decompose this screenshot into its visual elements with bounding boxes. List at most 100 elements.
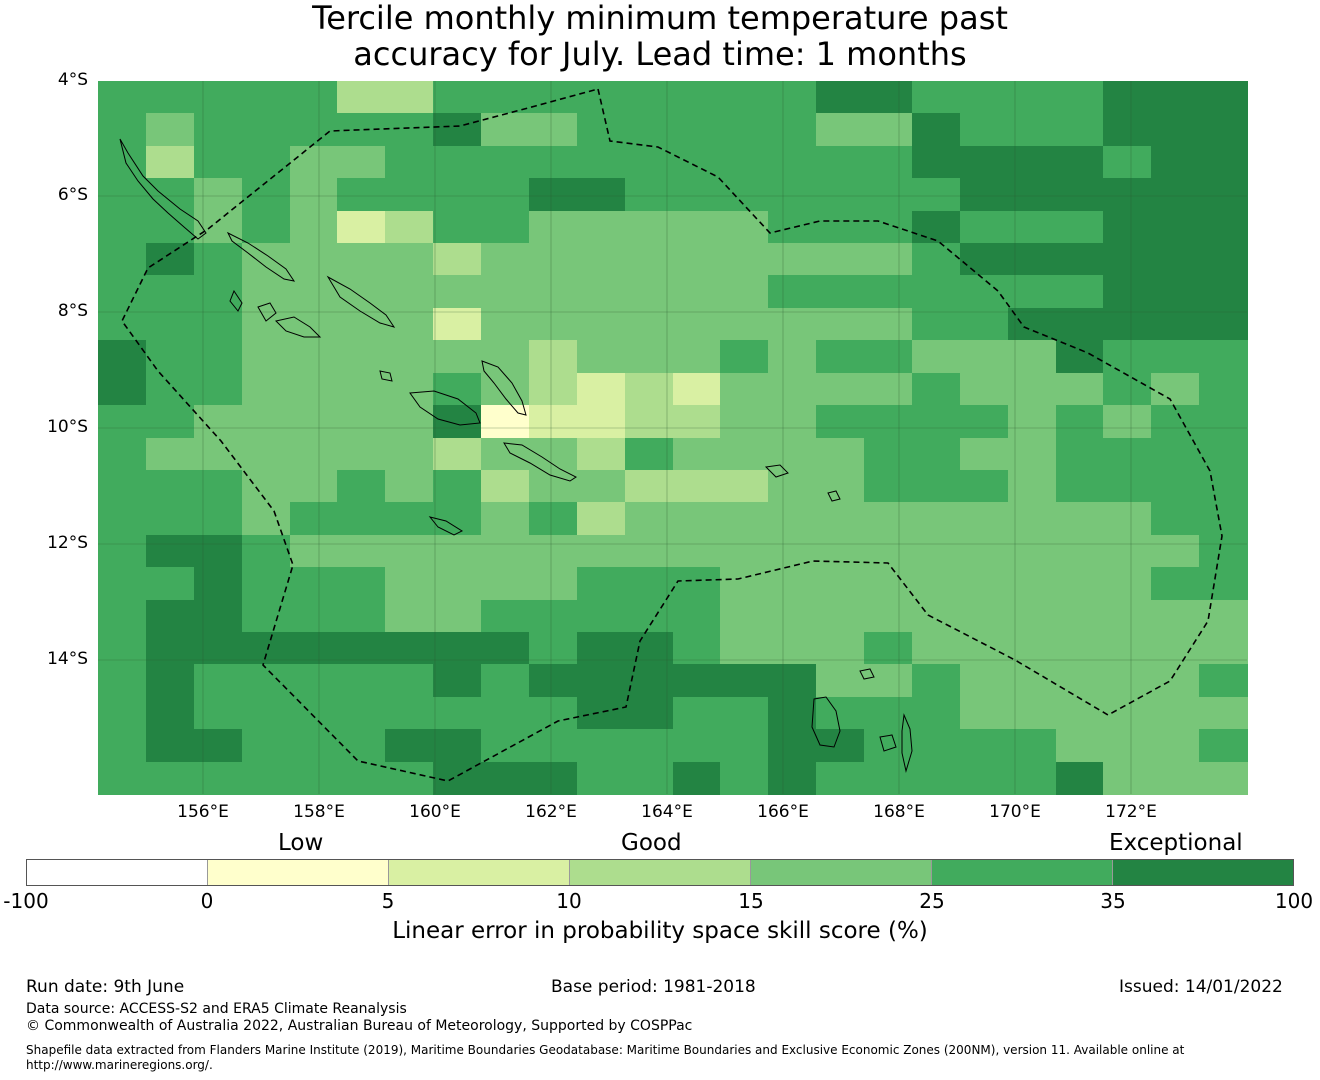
grid-cell [433,696,482,730]
grid-cell [241,340,291,374]
grid-cell [1055,469,1104,503]
grid-cell [1007,405,1057,439]
grid-cell [98,729,147,763]
grid-cell [289,372,338,406]
grid-cell [672,210,721,244]
grid-cell [481,729,530,763]
grid-cell [720,340,769,374]
grid-cell [959,372,1009,406]
grid-cell [576,469,626,503]
grid-cell [672,567,721,601]
grid-cell [193,145,243,179]
grid-cell [98,275,147,309]
lat-label-6s: 6°S [57,185,88,205]
grid-cell [1151,664,1200,698]
grid-cell [911,81,961,114]
coast-russell [379,370,393,382]
grid-cell [193,729,243,763]
grid-cell [768,145,817,179]
grid-cell [1151,307,1200,341]
grid-cell [672,340,721,374]
grid-cell [385,113,434,147]
grid-cell [289,81,338,114]
grid-cell [145,275,195,309]
grid-cell [145,81,195,114]
legend-category-exceptional: Exceptional [1109,830,1243,856]
grid-cell [1199,243,1248,277]
grid-cell [672,664,721,698]
grid-cell [289,178,338,212]
grid-cell [337,729,386,763]
grid-cell [98,210,147,244]
grid-cell [1007,145,1057,179]
grid-cell [1007,178,1057,212]
grid-cell [959,534,1009,568]
grid-cell [911,405,961,439]
coast-banks [859,668,875,680]
grid-cell [1055,729,1104,763]
grid-cell [1055,243,1104,277]
grid-cell [672,502,721,536]
grid-cell [337,469,386,503]
grid-cell [289,599,338,633]
grid-cell [98,307,147,341]
grid-cell [672,243,721,277]
grid-cell [528,599,578,633]
colorbar-segment [208,860,389,885]
grid-cell [98,599,147,633]
grid-cell [193,761,243,795]
grid-cell [528,372,578,406]
grid-cell [816,340,865,374]
grid-cell [672,534,721,568]
grid-cell [672,372,721,406]
grid-cell [816,405,865,439]
grid-cell [337,145,386,179]
grid-cell [193,178,243,212]
grid-cell [1151,210,1200,244]
grid-cell [720,534,769,568]
grid-cell [289,567,338,601]
grid-cell [289,502,338,536]
colorbar-segment [27,860,208,885]
grid-cell [959,696,1009,730]
grid-cell [576,340,626,374]
coast-rennell [428,516,464,536]
grid-cell [98,178,147,212]
grid-cell [433,81,482,114]
grid-cell [481,567,530,601]
grid-cell [481,534,530,568]
grid-cell [1199,437,1248,471]
grid-cell [624,599,674,633]
grid-cell [145,437,195,471]
shapefile-credit-line-2: http://www.marineregions.org/. [26,1058,213,1072]
grid-cell [864,599,913,633]
grid-cell [1103,210,1152,244]
coast-santa-cruz [827,490,841,502]
grid-cell [241,113,291,147]
grid-cell [720,307,769,341]
grid-cell [145,469,195,503]
grid-cell [816,81,865,114]
grid-cell [959,502,1009,536]
grid-cell [768,729,817,763]
legend-tick: 100 [1274,889,1314,913]
grid-cell [768,696,817,730]
grid-cell [864,405,913,439]
grid-cell [864,307,913,341]
grid-cell [241,631,291,665]
grid-cell [433,437,482,471]
grid-cell [433,145,482,179]
grid-cell [241,437,291,471]
grid-cell [768,631,817,665]
grid-cell [576,696,626,730]
grid-cell [911,761,961,795]
grid-cell [289,761,338,795]
grid-cell [145,761,195,795]
grid-cell [241,469,291,503]
grid-cell [576,210,626,244]
coastlines [119,138,913,773]
grid-cell [481,81,530,114]
grid-cell [193,340,243,374]
colorbar-segment [570,860,751,885]
grid-cell [98,696,147,730]
